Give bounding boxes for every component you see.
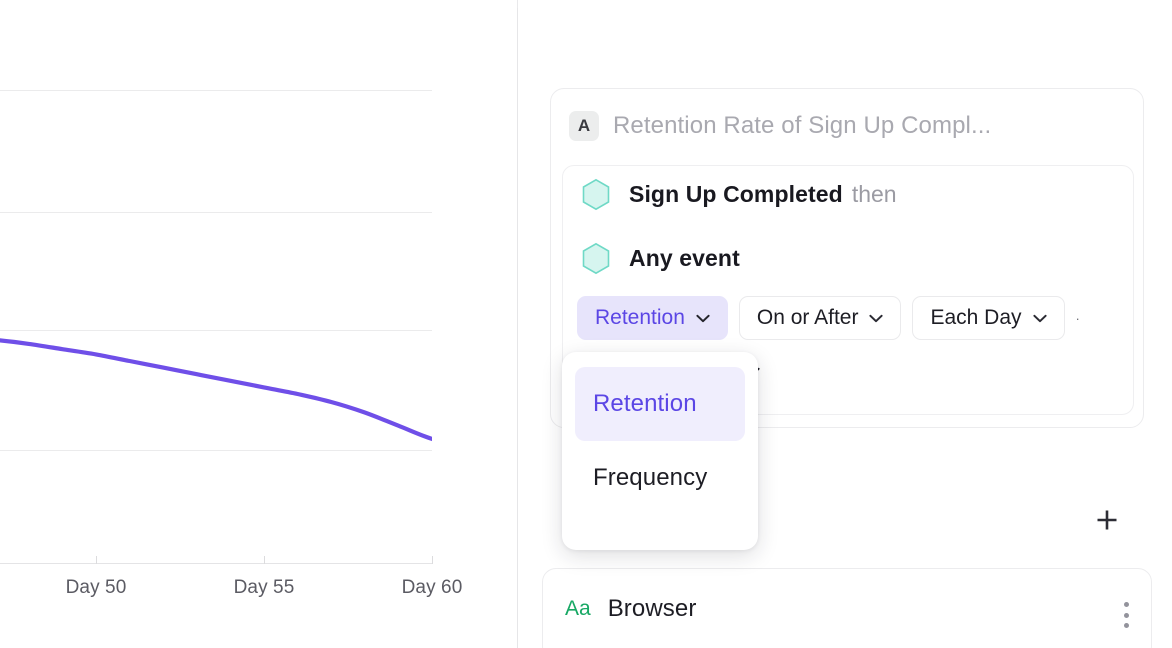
event-definition-card: Sign Up Completed then Any event Retentio… bbox=[562, 165, 1134, 415]
dropdown-option-retention[interactable]: Retention bbox=[575, 367, 745, 441]
measure-type-dropdown-menu: Retention Frequency bbox=[562, 352, 758, 550]
chevron-down-icon bbox=[869, 314, 884, 322]
chart-plot-area bbox=[0, 0, 432, 564]
x-axis-label-day-60: Day 60 bbox=[401, 577, 463, 598]
overflow-control-truncated[interactable]: · bbox=[1075, 310, 1080, 326]
kebab-dot bbox=[1123, 623, 1129, 628]
dropdown-option-frequency[interactable]: Frequency bbox=[593, 464, 708, 491]
measure-type-dropdown[interactable]: Retention bbox=[577, 296, 728, 340]
text-type-icon: Aa bbox=[565, 597, 591, 620]
metric-header: A Retention Rate of Sign Up Compl... bbox=[569, 111, 991, 141]
x-axis-label-day-50: Day 50 bbox=[65, 577, 127, 598]
kebab-dot bbox=[1123, 602, 1129, 607]
interval-dropdown[interactable]: Each Day bbox=[912, 296, 1065, 340]
right-panel: A Retention Rate of Sign Up Compl... Sig… bbox=[518, 0, 1172, 648]
interval-label: Each Day bbox=[930, 306, 1022, 329]
event-row-text: Any event bbox=[629, 245, 740, 272]
retention-line-series bbox=[0, 338, 432, 442]
measure-control-row: Retention On or After Each Day bbox=[577, 296, 1092, 340]
event-name: Any event bbox=[629, 245, 740, 271]
gridline bbox=[0, 330, 432, 331]
chart-pane: Day 50 Day 55 Day 60 bbox=[0, 0, 517, 648]
browser-property-label[interactable]: Browser bbox=[607, 595, 697, 622]
metric-title[interactable]: Retention Rate of Sign Up Compl... bbox=[613, 112, 992, 139]
measure-type-label: Retention bbox=[595, 306, 685, 329]
event-conjunction: then bbox=[851, 181, 897, 207]
x-axis-tick bbox=[432, 556, 433, 564]
comparator-label: On or After bbox=[756, 306, 859, 329]
chevron-down-icon bbox=[1032, 314, 1047, 322]
event-name: Sign Up Completed bbox=[629, 181, 843, 207]
gridline bbox=[0, 450, 432, 451]
event-row-text: Sign Up Completed then bbox=[629, 181, 897, 208]
event-row[interactable]: Any event bbox=[581, 242, 740, 275]
hexagon-icon bbox=[582, 178, 610, 211]
gridline bbox=[0, 212, 432, 213]
x-axis-tick bbox=[264, 556, 265, 564]
comparator-dropdown[interactable]: On or After bbox=[738, 296, 902, 340]
metric-badge: A bbox=[569, 111, 599, 141]
kebab-menu-icon[interactable] bbox=[1123, 602, 1129, 628]
plus-icon bbox=[1097, 510, 1117, 530]
x-axis-label-day-55: Day 55 bbox=[233, 577, 295, 598]
pane-divider bbox=[517, 8, 518, 648]
x-axis-line bbox=[0, 563, 432, 564]
x-axis-tick bbox=[96, 556, 97, 564]
hexagon-icon bbox=[582, 242, 610, 275]
gridline bbox=[0, 90, 432, 91]
chevron-down-icon bbox=[696, 314, 710, 322]
browser-card-content: Aa Browser bbox=[565, 595, 696, 623]
kebab-dot bbox=[1123, 612, 1129, 618]
add-button[interactable] bbox=[1090, 503, 1124, 537]
event-row[interactable]: Sign Up Completed then bbox=[581, 178, 897, 211]
browser-property-card: Aa Browser bbox=[542, 568, 1152, 648]
